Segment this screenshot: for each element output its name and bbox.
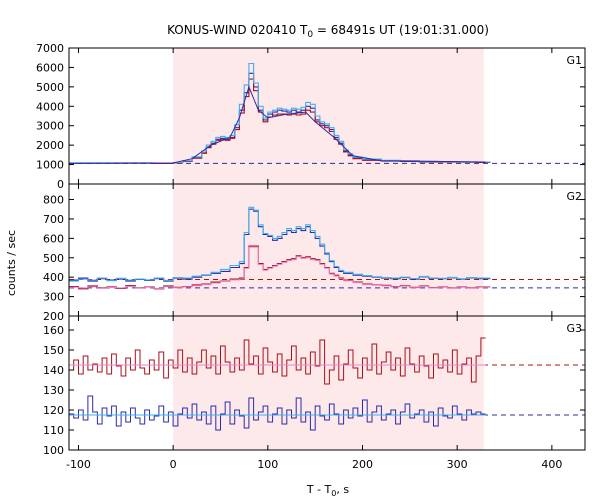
y-axis-label: counts / sec xyxy=(5,230,18,296)
y-tick-label: 160 xyxy=(43,324,64,337)
y-tick-label: 5000 xyxy=(36,81,64,94)
x-tick-label: 300 xyxy=(447,458,468,471)
panel-label: G1 xyxy=(566,54,582,67)
shaded-interval xyxy=(173,48,484,184)
y-tick-label: 0 xyxy=(57,178,64,191)
x-tick-label: 400 xyxy=(541,458,562,471)
y-tick-label: 110 xyxy=(43,424,64,437)
y-tick-label: 500 xyxy=(43,252,64,265)
series-line-light-blue-3 xyxy=(69,62,491,164)
y-tick-label: 200 xyxy=(43,310,64,323)
x-tick-label: 0 xyxy=(170,458,177,471)
y-tick-label: 2000 xyxy=(36,139,64,152)
y-tick-label: 150 xyxy=(43,344,64,357)
y-tick-label: 600 xyxy=(43,232,64,245)
panel-label: G2 xyxy=(566,190,582,203)
series-line-dark-blue-4 xyxy=(69,85,486,164)
x-axis-label: T - T0, s xyxy=(306,483,349,498)
y-tick-label: 700 xyxy=(43,213,64,226)
panel-g3: 100 110 120 130 140 150 160 G3 xyxy=(43,315,586,457)
y-tick-label: 300 xyxy=(43,291,64,304)
y-tick-label: 7000 xyxy=(36,42,64,55)
y-tick-label: 120 xyxy=(43,404,64,417)
data-group xyxy=(69,62,585,164)
chart-title: KONUS-WIND 020410 T0 = 68491s UT (19:01:… xyxy=(167,23,489,40)
panels-group: 01000200030004000500060007000G1200300400… xyxy=(36,42,586,471)
x-tick-label: -100 xyxy=(66,458,91,471)
y-tick-label: 400 xyxy=(43,271,64,284)
panel-g2: 200 300 400 500 600 700 800 G2 xyxy=(43,183,586,323)
y-tick-label: 3000 xyxy=(36,120,64,133)
y-tick-label: 1000 xyxy=(36,159,64,172)
y-tick-label: 130 xyxy=(43,384,64,397)
shaded-interval xyxy=(173,316,484,450)
series-line-light-blue-2 xyxy=(69,206,491,282)
panel-g1: 0 1000 2000 3000 4000 5000 6000 7000 G1 xyxy=(36,42,586,191)
y-tick-label: 800 xyxy=(43,194,64,207)
panel-label: G3 xyxy=(566,322,582,335)
data-group xyxy=(69,206,585,290)
y-tick-label: 4000 xyxy=(36,100,64,113)
series-line-dark-red-1 xyxy=(69,337,486,385)
y-tick-label: 6000 xyxy=(36,61,64,74)
y-tick-label: 100 xyxy=(43,444,64,457)
shaded-interval xyxy=(173,184,484,316)
x-tick-label: 200 xyxy=(352,458,373,471)
data-group xyxy=(69,337,585,431)
y-tick-label: 140 xyxy=(43,364,64,377)
x-tick-label: 100 xyxy=(257,458,278,471)
panel-frame xyxy=(68,315,586,451)
series-line-pink-4 xyxy=(69,246,491,289)
